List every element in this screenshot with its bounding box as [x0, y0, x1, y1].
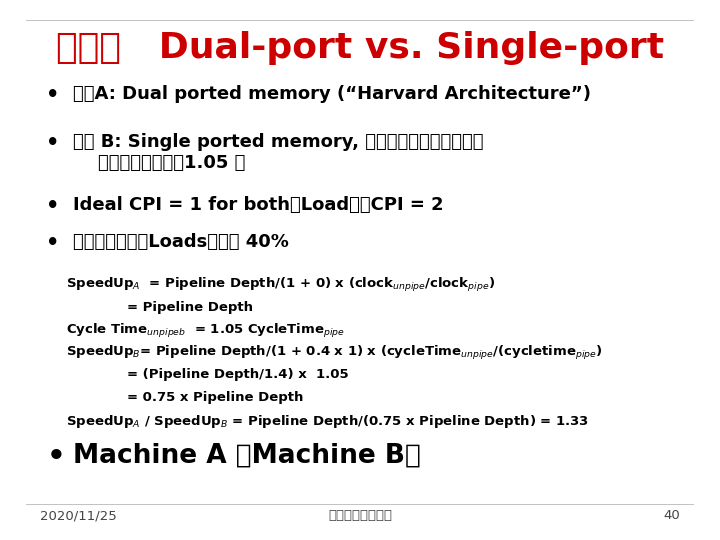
- Text: 所执行的指令中Loads指令占 40%: 所执行的指令中Loads指令占 40%: [73, 233, 289, 252]
- Text: 中国科学技术大学: 中国科学技术大学: [328, 510, 392, 523]
- Text: 2020/11/25: 2020/11/25: [40, 510, 117, 523]
- Text: = Pipeline Depth: = Pipeline Depth: [127, 301, 253, 314]
- Text: •: •: [47, 133, 60, 153]
- Text: 40: 40: [663, 510, 680, 523]
- Text: SpeedUp$_B$= Pipeline Depth/(1 + 0.4 x 1) x (cycleTime$_{unpipe}$/(cycletime$_{p: SpeedUp$_B$= Pipeline Depth/(1 + 0.4 x 1…: [66, 343, 603, 362]
- Text: 机器A: Dual ported memory (“Harvard Architecture”): 机器A: Dual ported memory (“Harvard Archit…: [73, 85, 591, 103]
- Text: SpeedUp$_A$  = Pipeline Depth/(1 + 0) x (clock$_{unpipe}$/clock$_{pipe}$): SpeedUp$_A$ = Pipeline Depth/(1 + 0) x (…: [66, 276, 495, 294]
- Text: •: •: [47, 85, 60, 105]
- Text: •: •: [47, 233, 60, 253]
- Text: •: •: [47, 196, 60, 216]
- Text: Machine A 比Machine B快: Machine A 比Machine B快: [73, 443, 421, 469]
- Text: Cycle Time$_{unpipeb}$  = 1.05 CycleTime$_{pipe}$: Cycle Time$_{unpipeb}$ = 1.05 CycleTime$…: [66, 322, 346, 340]
- Text: = 0.75 x Pipeline Depth: = 0.75 x Pipeline Depth: [127, 391, 303, 404]
- Text: •: •: [47, 443, 66, 471]
- Text: 例如：   Dual-port vs. Single-port: 例如： Dual-port vs. Single-port: [56, 31, 664, 65]
- Text: SpeedUp$_A$ / SpeedUp$_B$ = Pipeline Depth/(0.75 x Pipeline Depth) = 1.33: SpeedUp$_A$ / SpeedUp$_B$ = Pipeline Dep…: [66, 414, 590, 430]
- Text: Ideal CPI = 1 for both，Load指令CPI = 2: Ideal CPI = 1 for both，Load指令CPI = 2: [73, 196, 444, 214]
- Text: = (Pipeline Depth/1.4) x  1.05: = (Pipeline Depth/1.4) x 1.05: [127, 368, 348, 381]
- Text: 机器 B: Single ported memory, 但其流水线实现时比非流
    水实现时钟频率快1.05 倍: 机器 B: Single ported memory, 但其流水线实现时比非流 …: [73, 133, 484, 172]
